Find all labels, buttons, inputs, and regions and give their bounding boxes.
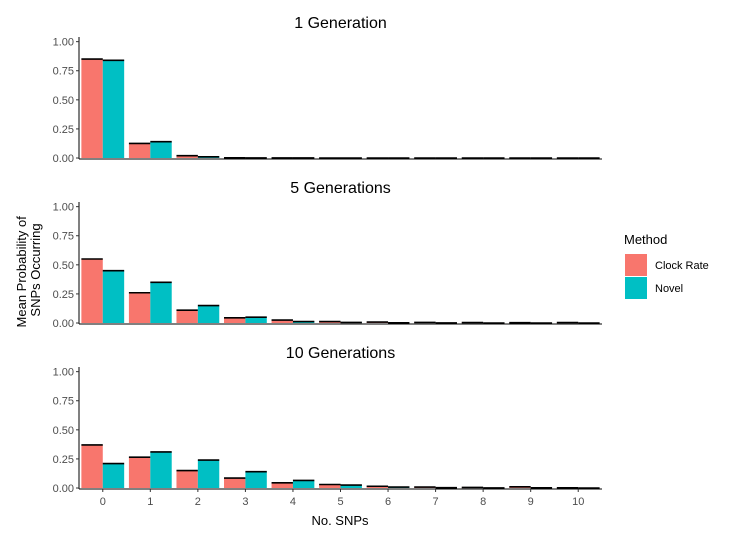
panel-title: 5 Generations [290, 180, 391, 197]
y-tick-label: 0.50 [53, 260, 74, 272]
bar-clock-rate [271, 482, 293, 488]
panel-2: 5 Generations 0.00 0.25 0.50 0.75 1.00 [53, 180, 602, 330]
panel-1: 1 Generation 0.00 0.25 0.50 0.75 1.00 [53, 15, 602, 165]
x-tick-label: 1 [147, 496, 153, 508]
x-tick-label: 2 [195, 496, 201, 508]
bar-clock-rate [224, 478, 246, 488]
y-tick-label: 0.00 [53, 153, 74, 165]
bar-clock-rate [128, 143, 151, 158]
bar-novel [340, 485, 362, 488]
bar-clock-rate [128, 292, 151, 323]
bar-novel [197, 460, 220, 488]
legend-label-clock-rate: Clock Rate [655, 260, 709, 272]
bar-novel [102, 60, 125, 159]
x-tick-label: 0 [100, 496, 106, 508]
panel-title: 1 Generation [294, 15, 387, 32]
bar-clock-rate [176, 155, 198, 158]
legend: Method Clock Rate Novel [624, 232, 709, 299]
bar-clock-rate [128, 457, 151, 488]
bar-novel [150, 451, 172, 488]
y-tick-label: 1.00 [53, 37, 74, 49]
y-tick-label: 0.75 [53, 231, 74, 243]
legend-label-novel: Novel [655, 283, 683, 295]
bar-clock-rate [271, 320, 293, 323]
bar-clock-rate [176, 310, 198, 323]
y-tick-label: 1.00 [53, 202, 74, 214]
bar-novel [150, 141, 172, 158]
panel-title: 10 Generations [286, 345, 395, 362]
bar-clock-rate [224, 317, 246, 323]
bar-novel [150, 282, 172, 323]
y-axis-label-line-2: SNPs Occurring [28, 223, 43, 316]
bar-clock-rate [319, 484, 341, 488]
bar-novel [292, 480, 315, 488]
x-tick-label: 8 [480, 496, 486, 508]
x-tick-label: 7 [433, 496, 439, 508]
y-tick-label: 0.00 [53, 318, 74, 330]
legend-key-novel [625, 277, 647, 299]
x-tick-label: 4 [290, 496, 296, 508]
bar-clock-rate [81, 259, 103, 323]
x-tick-label: 9 [528, 496, 534, 508]
x-tick-label: 3 [242, 496, 248, 508]
bar-clock-rate [81, 59, 103, 158]
x-axis-label: No. SNPs [311, 513, 369, 528]
y-tick-label: 0.25 [53, 124, 74, 136]
x-tick-label: 5 [337, 496, 343, 508]
bar-novel [245, 317, 267, 323]
x-tick-label: 10 [572, 496, 584, 508]
legend-title: Method [624, 232, 667, 247]
y-tick-label: 0.25 [53, 289, 74, 301]
legend-key-clock-rate [625, 254, 647, 276]
bar-novel [102, 270, 125, 323]
y-tick-label: 0.75 [53, 66, 74, 78]
bar-clock-rate [176, 470, 198, 488]
y-tick-label: 0.50 [53, 425, 74, 437]
y-tick-label: 1.00 [53, 367, 74, 379]
y-axis-label-line-1: Mean Probability of [14, 216, 29, 328]
panel-3: 10 Generations 0.00 0.25 0.50 0.75 1.00 0 1 2 3 4 5… [53, 345, 602, 508]
y-axis-label: Mean Probability of SNPs Occurring [14, 213, 43, 328]
bar-clock-rate [81, 444, 103, 488]
bar-clock-rate [366, 486, 389, 488]
bar-novel [102, 463, 125, 488]
y-tick-label: 0.75 [53, 396, 74, 408]
bar-novel [245, 471, 267, 488]
y-tick-label: 0.50 [53, 95, 74, 107]
x-tick-label: 6 [385, 496, 391, 508]
y-tick-label: 0.25 [53, 454, 74, 466]
y-tick-label: 0.00 [53, 483, 74, 495]
bar-novel [197, 305, 220, 323]
